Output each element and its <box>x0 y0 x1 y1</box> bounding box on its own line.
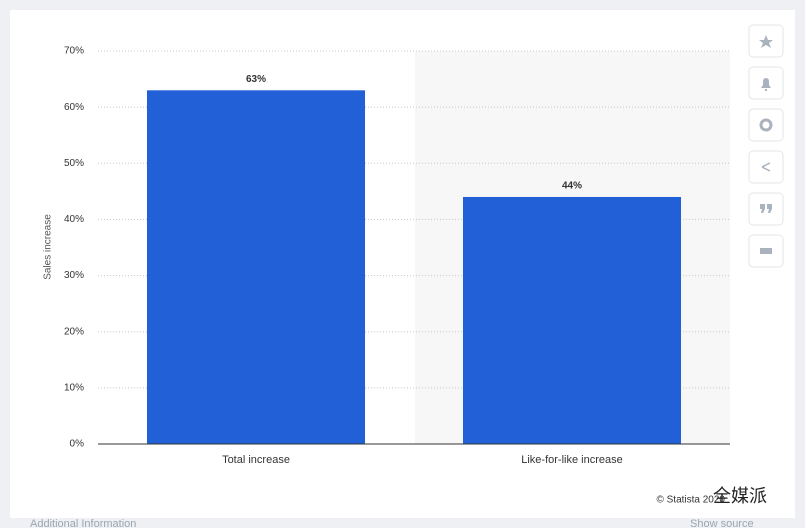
show-source-link[interactable]: Show source <box>690 518 754 528</box>
print-icon <box>760 248 772 254</box>
value-label: 63% <box>246 74 266 85</box>
y-tick-label: 0% <box>70 439 85 450</box>
share-icon <box>761 162 771 172</box>
x-tick-label: Total increase <box>222 454 290 466</box>
quote-icon <box>760 204 772 213</box>
y-tick-label: 60% <box>64 102 84 113</box>
value-label: 44% <box>562 181 582 192</box>
gear-icon <box>759 118 773 132</box>
y-tick-label: 40% <box>64 214 84 225</box>
share-button[interactable] <box>748 150 784 184</box>
cite-button[interactable] <box>748 192 784 226</box>
y-axis-title: Sales increase <box>43 214 54 280</box>
y-tick-label: 10% <box>64 382 84 393</box>
x-tick-label: Like-for-like increase <box>521 454 622 466</box>
credit: © Statista 2020 <box>656 495 725 506</box>
bar <box>462 196 682 444</box>
bar <box>146 90 366 445</box>
y-tick-label: 30% <box>64 270 84 281</box>
bell-icon <box>761 78 771 91</box>
y-tick-label: 50% <box>64 158 84 169</box>
y-tick-label: 70% <box>64 46 84 57</box>
star-icon <box>759 35 773 48</box>
settings-button[interactable] <box>748 108 784 142</box>
additional-info-link[interactable]: Additional Information <box>30 518 136 528</box>
y-tick-label: 20% <box>64 326 84 337</box>
watermark: 全媒派 <box>713 486 767 506</box>
toolbar <box>748 24 784 268</box>
